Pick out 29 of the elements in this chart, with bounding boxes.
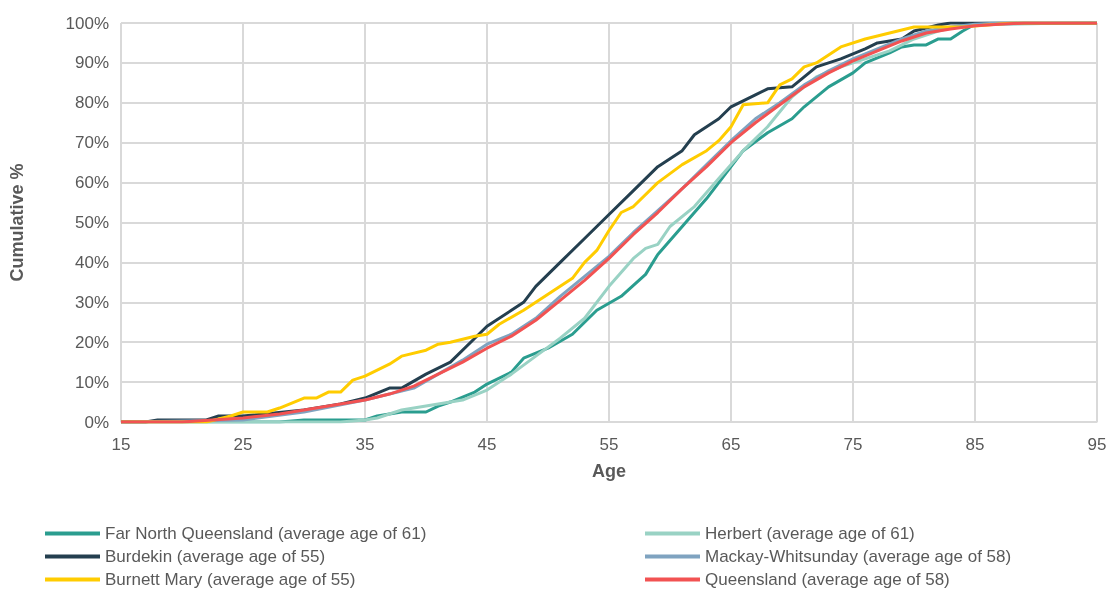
x-tick-label: 35 (355, 435, 375, 454)
y-tick-label: 30% (74, 292, 109, 312)
legend-label: Far North Queensland (average age of 61) (105, 524, 427, 543)
x-tick-label: 55 (599, 435, 619, 454)
y-tick-label: 0% (84, 412, 109, 432)
x-tick-label: 65 (721, 435, 741, 454)
y-tick-label: 10% (74, 372, 109, 392)
y-tick-label: 40% (74, 252, 109, 272)
x-axis-title: Age (591, 461, 627, 481)
x-tick-label: 85 (965, 435, 985, 454)
y-tick-label: 90% (74, 53, 109, 73)
x-tick-label: 75 (843, 435, 863, 454)
y-tick-label: 50% (74, 213, 109, 232)
y-tick-label: 80% (74, 93, 109, 113)
legend-label: Burdekin (average age of 55) (105, 547, 326, 566)
y-tick-label: 60% (74, 173, 109, 193)
line-series (119, 21, 1099, 424)
y-tick-label: 100% (65, 13, 109, 33)
x-tick-label: 95 (1087, 435, 1107, 454)
legend-label: Mackay-Whitsunday (average age of 58) (705, 547, 1012, 566)
legend-label: Queensland (average age of 58) (705, 570, 950, 589)
x-tick-label: 15 (111, 435, 131, 454)
x-tick-label: 45 (477, 435, 497, 454)
legend-label: Herbert (average age of 61) (705, 524, 915, 543)
y-axis-title: Cumulative % (7, 163, 27, 282)
y-tick-label: 70% (74, 133, 109, 153)
y-tick-label: 20% (74, 332, 109, 352)
legend-label: Burnett Mary (average age of 55) (105, 570, 356, 589)
x-tick-label: 25 (233, 435, 253, 454)
